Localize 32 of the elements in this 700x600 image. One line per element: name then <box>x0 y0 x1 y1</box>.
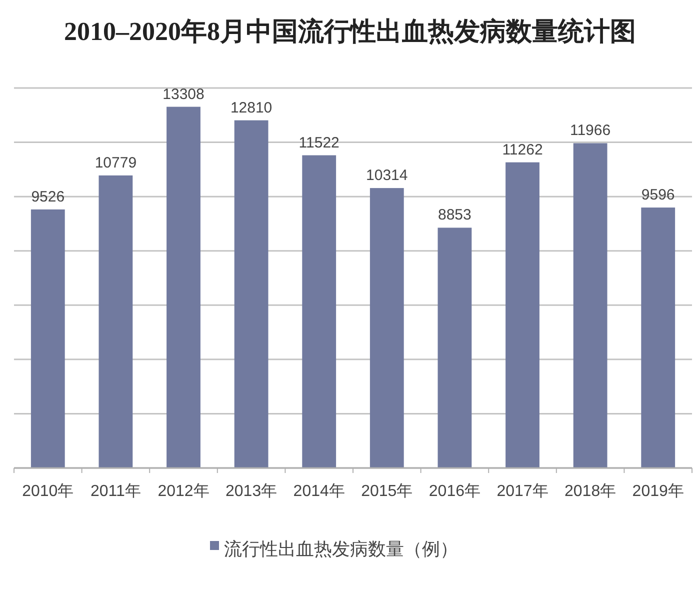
x-tick-label: 2012年 <box>158 483 210 500</box>
x-tick-label: 2013年 <box>226 483 278 500</box>
x-tick-label: 2017年 <box>496 483 548 500</box>
bar <box>302 155 336 468</box>
bar <box>234 120 268 468</box>
chart-title: 2010–2020年8月中国流行性出血热发病数量统计图 <box>64 17 636 46</box>
bar <box>370 188 404 468</box>
data-label: 10314 <box>366 167 408 184</box>
data-label: 11522 <box>298 134 340 152</box>
data-label: 8853 <box>438 206 472 224</box>
x-tick-label: 2016年 <box>428 483 480 500</box>
x-tick-label: 2014年 <box>293 483 345 500</box>
x-tick-label: 2011年 <box>90 483 141 500</box>
bar <box>438 228 472 468</box>
x-tick-label: 2015年 <box>361 483 413 500</box>
bar <box>30 209 65 468</box>
data-label: 13308 <box>162 86 204 103</box>
x-tick-label: 2018年 <box>564 483 616 500</box>
data-label: 9596 <box>641 186 675 204</box>
bar <box>98 175 133 468</box>
data-label: 12810 <box>230 99 272 116</box>
bar <box>641 208 676 468</box>
data-label: 10779 <box>94 154 137 172</box>
bar <box>506 162 540 468</box>
bar <box>166 106 200 468</box>
data-label: 11966 <box>570 122 611 140</box>
data-label: 11262 <box>502 141 543 158</box>
legend-label: 流行性出血热发病数量（例） <box>224 538 458 559</box>
x-tick-label: 2019年 <box>632 483 684 500</box>
x-tick-label: 2010年 <box>22 483 74 500</box>
data-label: 9526 <box>31 188 65 206</box>
bar <box>573 143 608 468</box>
